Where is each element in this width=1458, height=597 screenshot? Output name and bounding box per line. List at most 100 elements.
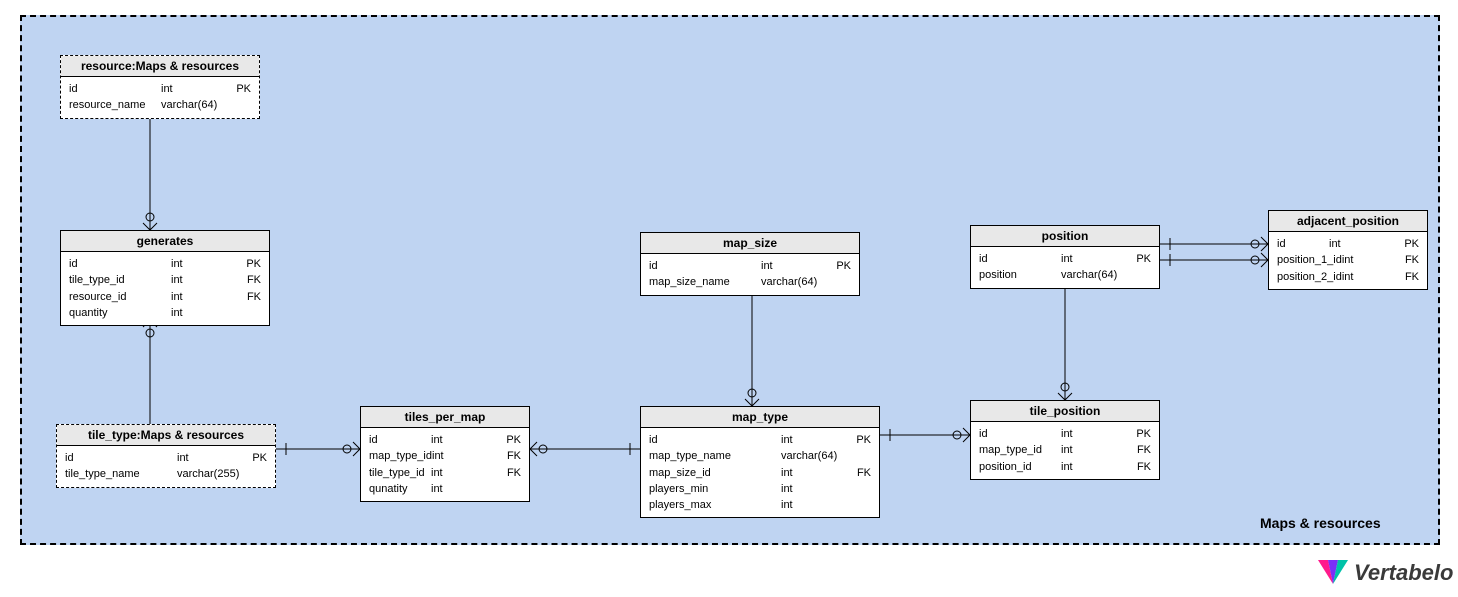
column-name: players_max <box>649 498 781 512</box>
column-type: int <box>171 257 239 271</box>
column-type: int <box>1342 270 1400 284</box>
column-type: int <box>761 259 829 273</box>
column-type: int <box>781 482 849 496</box>
column-row: qunatityint <box>361 481 529 497</box>
column-name: position <box>979 268 1061 282</box>
column-row: idintPK <box>971 251 1159 267</box>
entity-tile_type[interactable]: tile_type:Maps & resourcesidintPKtile_ty… <box>56 424 276 488</box>
vertabelo-icon <box>1318 558 1348 588</box>
column-name: map_size_name <box>649 275 761 289</box>
column-row: map_type_idintFK <box>971 442 1159 458</box>
column-row: idintPK <box>971 426 1159 442</box>
column-name: id <box>69 82 161 96</box>
column-row: position_2_idintFK <box>1269 269 1427 285</box>
column-type: int <box>1061 460 1129 474</box>
column-name: id <box>649 433 781 447</box>
column-type: int <box>171 306 239 320</box>
column-key <box>849 449 871 463</box>
column-name: resource_name <box>69 98 161 112</box>
column-row: positionvarchar(64) <box>971 267 1159 283</box>
column-type: varchar(64) <box>761 275 829 289</box>
column-key: PK <box>229 82 251 96</box>
column-key <box>229 98 251 112</box>
column-key <box>245 467 267 481</box>
entity-resource[interactable]: resource:Maps & resourcesidintPKresource… <box>60 55 260 119</box>
column-name: map_type_id <box>979 443 1061 457</box>
entity-columns: idintPKmap_type_namevarchar(64)map_size_… <box>641 428 879 517</box>
entity-tile_position[interactable]: tile_positionidintPKmap_type_idintFKposi… <box>970 400 1160 480</box>
entity-columns: idintPKmap_type_idintFKtile_type_idintFK… <box>361 428 529 501</box>
column-row: idintPK <box>1269 236 1427 252</box>
column-key: PK <box>239 257 261 271</box>
column-name: qunatity <box>369 482 431 496</box>
entity-title: resource:Maps & resources <box>61 56 259 77</box>
column-type: int <box>171 273 239 287</box>
column-key <box>499 482 521 496</box>
vertabelo-logo-text: Vertabelo <box>1354 560 1453 586</box>
column-row: map_type_idintFK <box>361 448 529 464</box>
column-row: tile_type_namevarchar(255) <box>57 466 275 482</box>
column-key: FK <box>239 290 261 304</box>
column-type: varchar(64) <box>161 98 229 112</box>
column-name: players_min <box>649 482 781 496</box>
entity-map_type[interactable]: map_typeidintPKmap_type_namevarchar(64)m… <box>640 406 880 518</box>
column-row: quantityint <box>61 305 269 321</box>
column-key: FK <box>1129 460 1151 474</box>
erd-canvas: Maps & resources resource:Maps & resource… <box>0 0 1458 597</box>
column-type: int <box>171 290 239 304</box>
column-name: id <box>1277 237 1329 251</box>
column-row: idintPK <box>641 258 859 274</box>
column-row: idintPK <box>641 432 879 448</box>
entity-generates[interactable]: generatesidintPKtile_type_idintFKresourc… <box>60 230 270 326</box>
column-name: id <box>649 259 761 273</box>
column-key: FK <box>1129 443 1151 457</box>
column-row: resource_namevarchar(64) <box>61 97 259 113</box>
entity-columns: idintPKtile_type_namevarchar(255) <box>57 446 275 487</box>
column-name: resource_id <box>69 290 171 304</box>
column-key <box>849 482 871 496</box>
column-name: position_id <box>979 460 1061 474</box>
column-type: int <box>1061 427 1129 441</box>
entity-title: map_type <box>641 407 879 428</box>
column-key: PK <box>1129 252 1151 266</box>
column-type: int <box>432 449 499 463</box>
entity-title: tile_position <box>971 401 1159 422</box>
column-key: FK <box>1400 253 1419 267</box>
column-type: varchar(255) <box>177 467 245 481</box>
column-name: id <box>69 257 171 271</box>
column-name: map_type_name <box>649 449 781 463</box>
column-name: map_size_id <box>649 466 781 480</box>
column-name: tile_type_id <box>369 466 431 480</box>
column-row: idintPK <box>361 432 529 448</box>
column-row: idintPK <box>61 81 259 97</box>
entity-tiles_per_map[interactable]: tiles_per_mapidintPKmap_type_idintFKtile… <box>360 406 530 502</box>
column-key: PK <box>1129 427 1151 441</box>
column-key: FK <box>849 466 871 480</box>
column-type: int <box>1342 253 1400 267</box>
column-row: map_size_idintFK <box>641 465 879 481</box>
column-key: FK <box>1400 270 1419 284</box>
column-row: players_maxint <box>641 497 879 513</box>
entity-map_size[interactable]: map_size idintPKmap_size_namevarchar(64) <box>640 232 860 296</box>
entity-columns: idintPKmap_type_idintFKposition_idintFK <box>971 422 1159 479</box>
column-key: PK <box>245 451 267 465</box>
column-type: int <box>1061 252 1129 266</box>
entity-position[interactable]: positionidintPKpositionvarchar(64) <box>970 225 1160 289</box>
entity-title: tile_type:Maps & resources <box>57 425 275 446</box>
column-type: int <box>1061 443 1129 457</box>
entity-columns: idintPKtile_type_idintFKresource_idintFK… <box>61 252 269 325</box>
column-row: resource_idintFK <box>61 289 269 305</box>
column-type: varchar(64) <box>781 449 849 463</box>
column-name: map_type_id <box>369 449 432 463</box>
column-type: int <box>431 466 499 480</box>
column-type: int <box>161 82 229 96</box>
column-name: quantity <box>69 306 171 320</box>
column-type: int <box>1329 237 1397 251</box>
entity-adjacent_position[interactable]: adjacent_positionidintPKposition_1_idint… <box>1268 210 1428 290</box>
entity-title: map_size <box>641 233 859 254</box>
schema-region-label: Maps & resources <box>1260 515 1381 531</box>
column-name: id <box>369 433 431 447</box>
column-row: map_type_namevarchar(64) <box>641 448 879 464</box>
column-row: idintPK <box>57 450 275 466</box>
column-row: tile_type_idintFK <box>361 465 529 481</box>
